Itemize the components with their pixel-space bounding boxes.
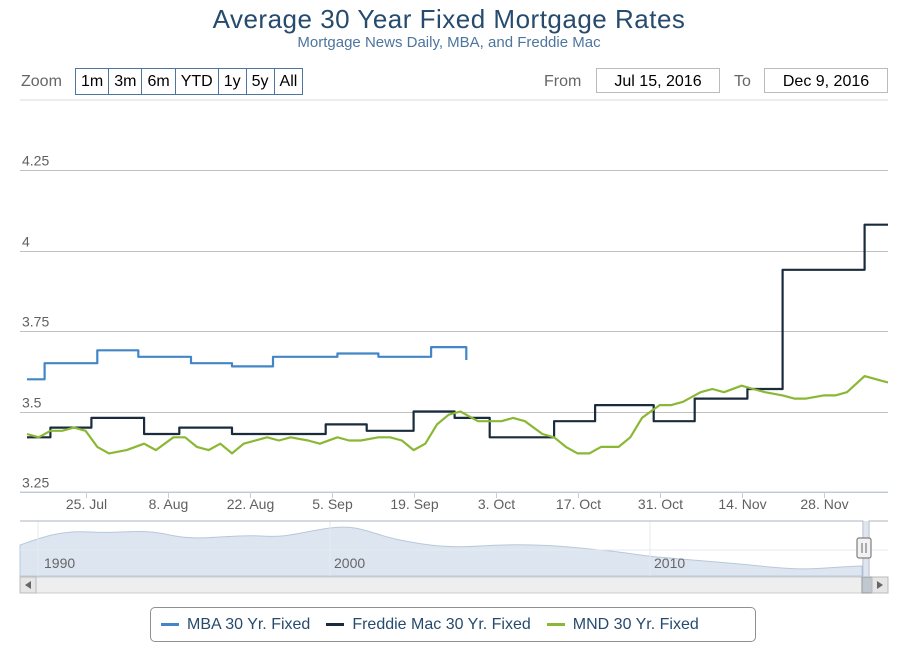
x-tick-label: 25. Jul (66, 496, 107, 512)
scrollbar-track[interactable] (19, 576, 889, 594)
navigator-label-2000: 2000 (334, 555, 365, 571)
legend-swatch-freddie-mac (326, 623, 345, 626)
zoom-3m-button[interactable]: 3m (109, 69, 143, 94)
scroll-left-button[interactable] (19, 576, 37, 594)
from-date-input[interactable]: Jul 15, 2016 (596, 68, 720, 93)
x-tick-label: 3. Oct (478, 496, 515, 512)
series-line-freddie-mac (27, 223, 888, 439)
x-tick-label: 31. Oct (638, 496, 683, 512)
scrollbar-thumb[interactable] (861, 576, 873, 594)
series-line-mba (27, 346, 468, 381)
x-tick-label: 8. Aug (149, 496, 189, 512)
zoom-5y-button[interactable]: 5y (246, 69, 275, 94)
navigator-outline (20, 520, 888, 576)
from-label: From (544, 73, 582, 90)
navigator-label-2010: 2010 (654, 555, 685, 571)
navigator-background (20, 521, 888, 576)
chart-legend: MBA 30 Yr. Fixed Freddie Mac 30 Yr. Fixe… (150, 607, 756, 642)
legend-swatch-mnd (546, 623, 565, 626)
to-date-input[interactable]: Dec 9, 2016 (764, 68, 888, 93)
zoom-ytd-button[interactable]: YTD (175, 69, 219, 94)
zoom-label: Zoom (21, 73, 62, 90)
scroll-right-button[interactable] (871, 576, 889, 594)
navigator-area (19, 526, 863, 577)
legend-swatch-mba (161, 623, 179, 626)
y-tick-label: 3.25 (22, 475, 49, 491)
legend-item-mnd[interactable]: MND 30 Yr. Fixed (546, 615, 699, 634)
navigator: 1990 2000 2010 (19, 520, 888, 577)
zoom-6m-button[interactable]: 6m (142, 69, 176, 94)
x-tick-label: 14. Nov (718, 496, 766, 512)
legend-item-freddie-mac[interactable]: Freddie Mac 30 Yr. Fixed (326, 615, 531, 634)
series-line-mnd (26, 375, 888, 455)
navigator-label-1990: 1990 (44, 555, 75, 571)
y-tick-label: 4.25 (22, 153, 49, 169)
scrollbar[interactable] (19, 576, 889, 594)
navigator-handle[interactable] (856, 537, 872, 559)
zoom-button-group: 1m 3m 6m YTD 1y 5y All (75, 68, 304, 95)
chart-subtitle: Mortgage News Daily, MBA, and Freddie Ma… (297, 34, 601, 51)
y-axis-labels: 3.25 3.5 3.75 4 4.25 (22, 153, 49, 491)
zoom-1y-button[interactable]: 1y (218, 69, 247, 94)
chart-title: Average 30 Year Fixed Mortgage Rates (212, 4, 686, 34)
zoom-1m-button[interactable]: 1m (76, 69, 110, 94)
to-label: To (734, 73, 751, 90)
x-tick-label: 17. Oct (556, 496, 601, 512)
y-tick-label: 3.75 (22, 314, 49, 330)
x-tick-label: 19. Sep (390, 496, 438, 512)
legend-label-mba: MBA 30 Yr. Fixed (187, 615, 311, 633)
chevron-right-icon (877, 581, 883, 589)
legend-label-freddie-mac: Freddie Mac 30 Yr. Fixed (352, 615, 531, 633)
legend-label-mnd: MND 30 Yr. Fixed (572, 615, 699, 633)
y-tick-label: 3.5 (22, 395, 42, 411)
x-tick-label: 28. Nov (800, 496, 848, 512)
y-tick-label: 4 (22, 234, 30, 250)
x-tick-label: 22. Aug (227, 496, 275, 512)
zoom-all-button[interactable]: All (274, 69, 303, 94)
grid-lines (20, 99, 888, 493)
x-tick-label: 5. Sep (312, 496, 353, 512)
chevron-left-icon (25, 581, 31, 589)
x-axis-labels: 25. Jul 8. Aug 22. Aug 5. Sep 19. Sep 3. Oct 1… (66, 492, 849, 512)
legend-item-mba[interactable]: MBA 30 Yr. Fixed (161, 616, 310, 634)
series-lines (26, 223, 888, 455)
navigator-selected-range[interactable] (863, 521, 869, 576)
